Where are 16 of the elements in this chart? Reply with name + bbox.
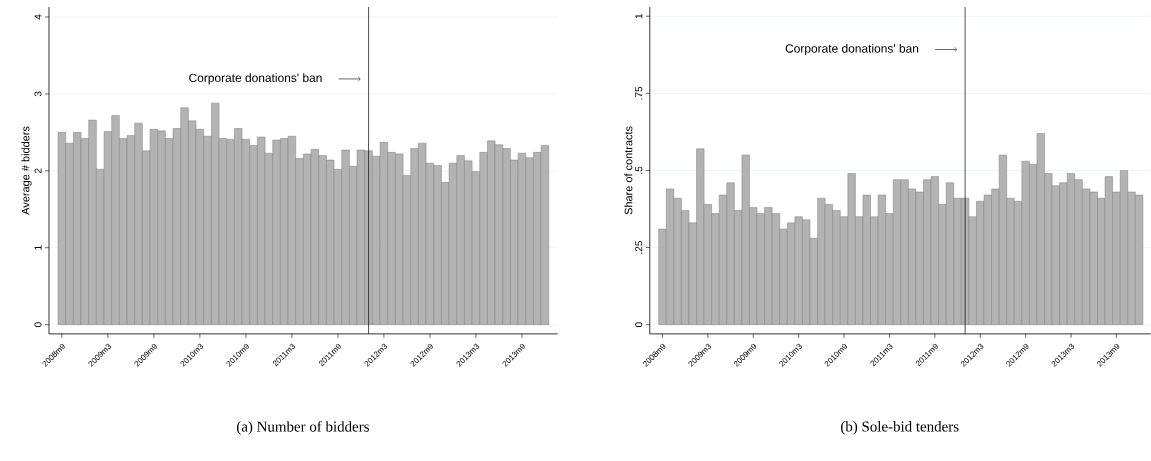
y-tick-label: 3 [34,91,42,97]
text: (a) Number of bidders [236,421,369,435]
y-tick-label: .5 [635,166,643,174]
y-tick-label: 0 [635,322,643,328]
y-axis-title: Average # bidders [21,126,32,215]
y-tick-label: .25 [635,241,643,254]
y-tick-label: 4 [34,14,42,20]
ref-line-label: Corporate donations' ban [785,44,919,56]
ref-line-label: Corporate donations' ban [189,73,322,85]
y-axis-title: Share of contracts [624,126,633,215]
y-tick-label: 1 [34,245,42,250]
y-tick-label: .75 [635,86,643,100]
y-tick-label: 1 [635,14,643,19]
text: (b) Sole-bid tenders [841,421,959,435]
y-tick-label: 2 [34,168,42,174]
y-tick-label: 0 [34,322,42,328]
